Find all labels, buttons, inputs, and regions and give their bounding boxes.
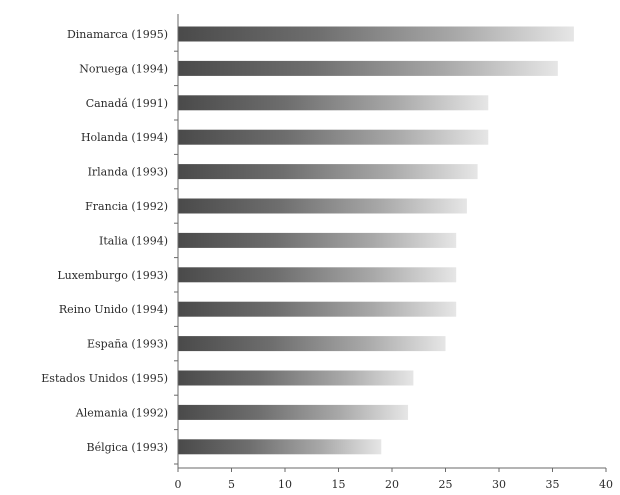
category-label: Alemania (1992): [75, 406, 168, 419]
category-label: Reino Unido (1994): [59, 303, 168, 316]
x-tick-labels: 0 5 10 15 20 25 30 35 40: [175, 478, 614, 491]
bar-8: [178, 301, 457, 317]
bar-7: [178, 267, 457, 283]
bar-9: [178, 336, 446, 352]
category-label: Noruega (1994): [79, 62, 168, 75]
bars-group: [178, 26, 574, 455]
category-label: Dinamarca (1995): [67, 28, 168, 41]
category-label: Canadá (1991): [86, 97, 168, 110]
x-tick-label: 10: [278, 478, 292, 491]
x-tick-label: 5: [228, 478, 235, 491]
category-label: Holanda (1994): [81, 131, 168, 144]
bar-3: [178, 129, 489, 145]
category-label: Luxemburgo (1993): [57, 269, 168, 282]
axes-group: [174, 14, 607, 472]
bar-0: [178, 26, 574, 42]
bar-2: [178, 95, 489, 111]
category-label: Italia (1994): [99, 234, 168, 247]
x-tick-label: 0: [175, 478, 182, 491]
bar-11: [178, 404, 409, 420]
category-label: Estados Unidos (1995): [41, 372, 168, 385]
bar-10: [178, 370, 414, 386]
x-tick-label: 15: [332, 478, 346, 491]
x-tick-label: 30: [492, 478, 506, 491]
category-label: Francia (1992): [85, 200, 168, 213]
x-tick-label: 40: [599, 478, 613, 491]
x-tick-label: 20: [385, 478, 399, 491]
bar-12: [178, 439, 382, 455]
category-label: Bélgica (1993): [87, 441, 168, 454]
x-tick-label: 35: [546, 478, 560, 491]
bar-5: [178, 198, 467, 214]
bar-4: [178, 164, 478, 180]
bar-1: [178, 60, 558, 76]
category-label: Irlanda (1993): [88, 166, 168, 179]
category-label: España (1993): [87, 338, 168, 351]
category-labels: Dinamarca (1995) Noruega (1994) Canadá (19…: [41, 28, 168, 454]
x-tick-label: 25: [439, 478, 453, 491]
bar-6: [178, 232, 457, 248]
